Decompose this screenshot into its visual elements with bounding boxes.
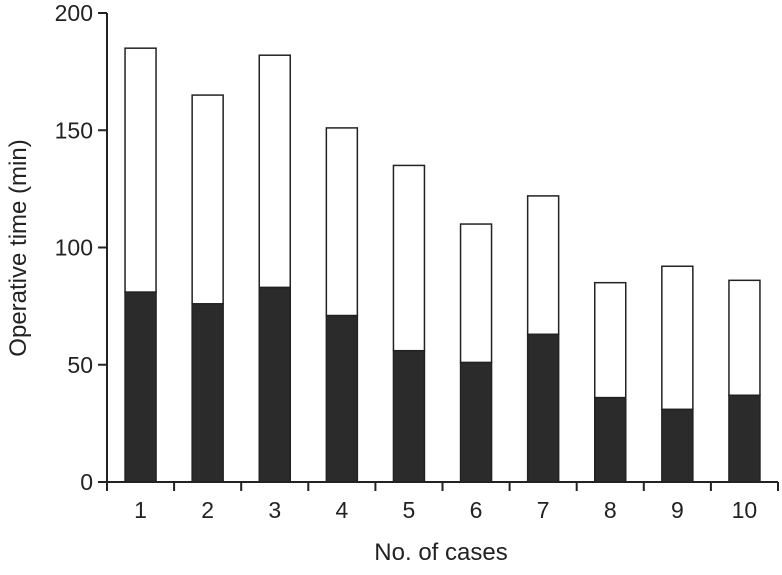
bar-upper-segment: [526, 195, 560, 336]
bar-upper-segment: [325, 127, 359, 317]
x-tick-label: 10: [732, 497, 758, 523]
bar-upper-segment: [124, 47, 157, 293]
bar-lower-segment: [728, 394, 761, 483]
bar-upper-segment: [459, 223, 493, 364]
bar-upper-segment: [258, 54, 291, 289]
bar-upper-segment: [191, 94, 224, 305]
x-tick-label: 6: [470, 497, 483, 523]
bar-upper-segment: [728, 279, 761, 396]
y-axis-label: Operative time (min): [5, 139, 32, 356]
x-axis-label: No. of cases: [374, 539, 507, 566]
bar-lower-segment: [191, 303, 224, 483]
bar-lower-segment: [594, 396, 627, 483]
y-tick-label: 200: [55, 0, 93, 26]
y-tick-label: 100: [55, 235, 93, 261]
y-tick-label: 0: [80, 469, 93, 495]
bar-upper-segment: [661, 265, 694, 411]
x-tick-label: 8: [604, 497, 617, 523]
x-tick-label: 7: [537, 497, 550, 523]
bar-lower-segment: [124, 291, 157, 483]
x-tick-label: 4: [335, 497, 348, 523]
bar-upper-segment: [594, 281, 627, 399]
x-tick-label: 5: [403, 497, 416, 523]
bar-lower-segment: [526, 333, 560, 483]
bar-lower-segment: [392, 349, 426, 483]
bar-lower-segment: [258, 286, 291, 483]
x-tick-label: 9: [671, 497, 684, 523]
bar-upper-segment: [392, 164, 426, 352]
bar-lower-segment: [661, 408, 694, 483]
x-tick-label: 3: [268, 497, 281, 523]
bar-lower-segment: [459, 361, 493, 483]
bar-lower-segment: [325, 314, 359, 483]
y-tick-label: 150: [55, 117, 93, 143]
x-tick-label: 1: [134, 497, 147, 523]
y-tick-label: 50: [67, 352, 93, 378]
x-tick-label: 2: [201, 497, 214, 523]
